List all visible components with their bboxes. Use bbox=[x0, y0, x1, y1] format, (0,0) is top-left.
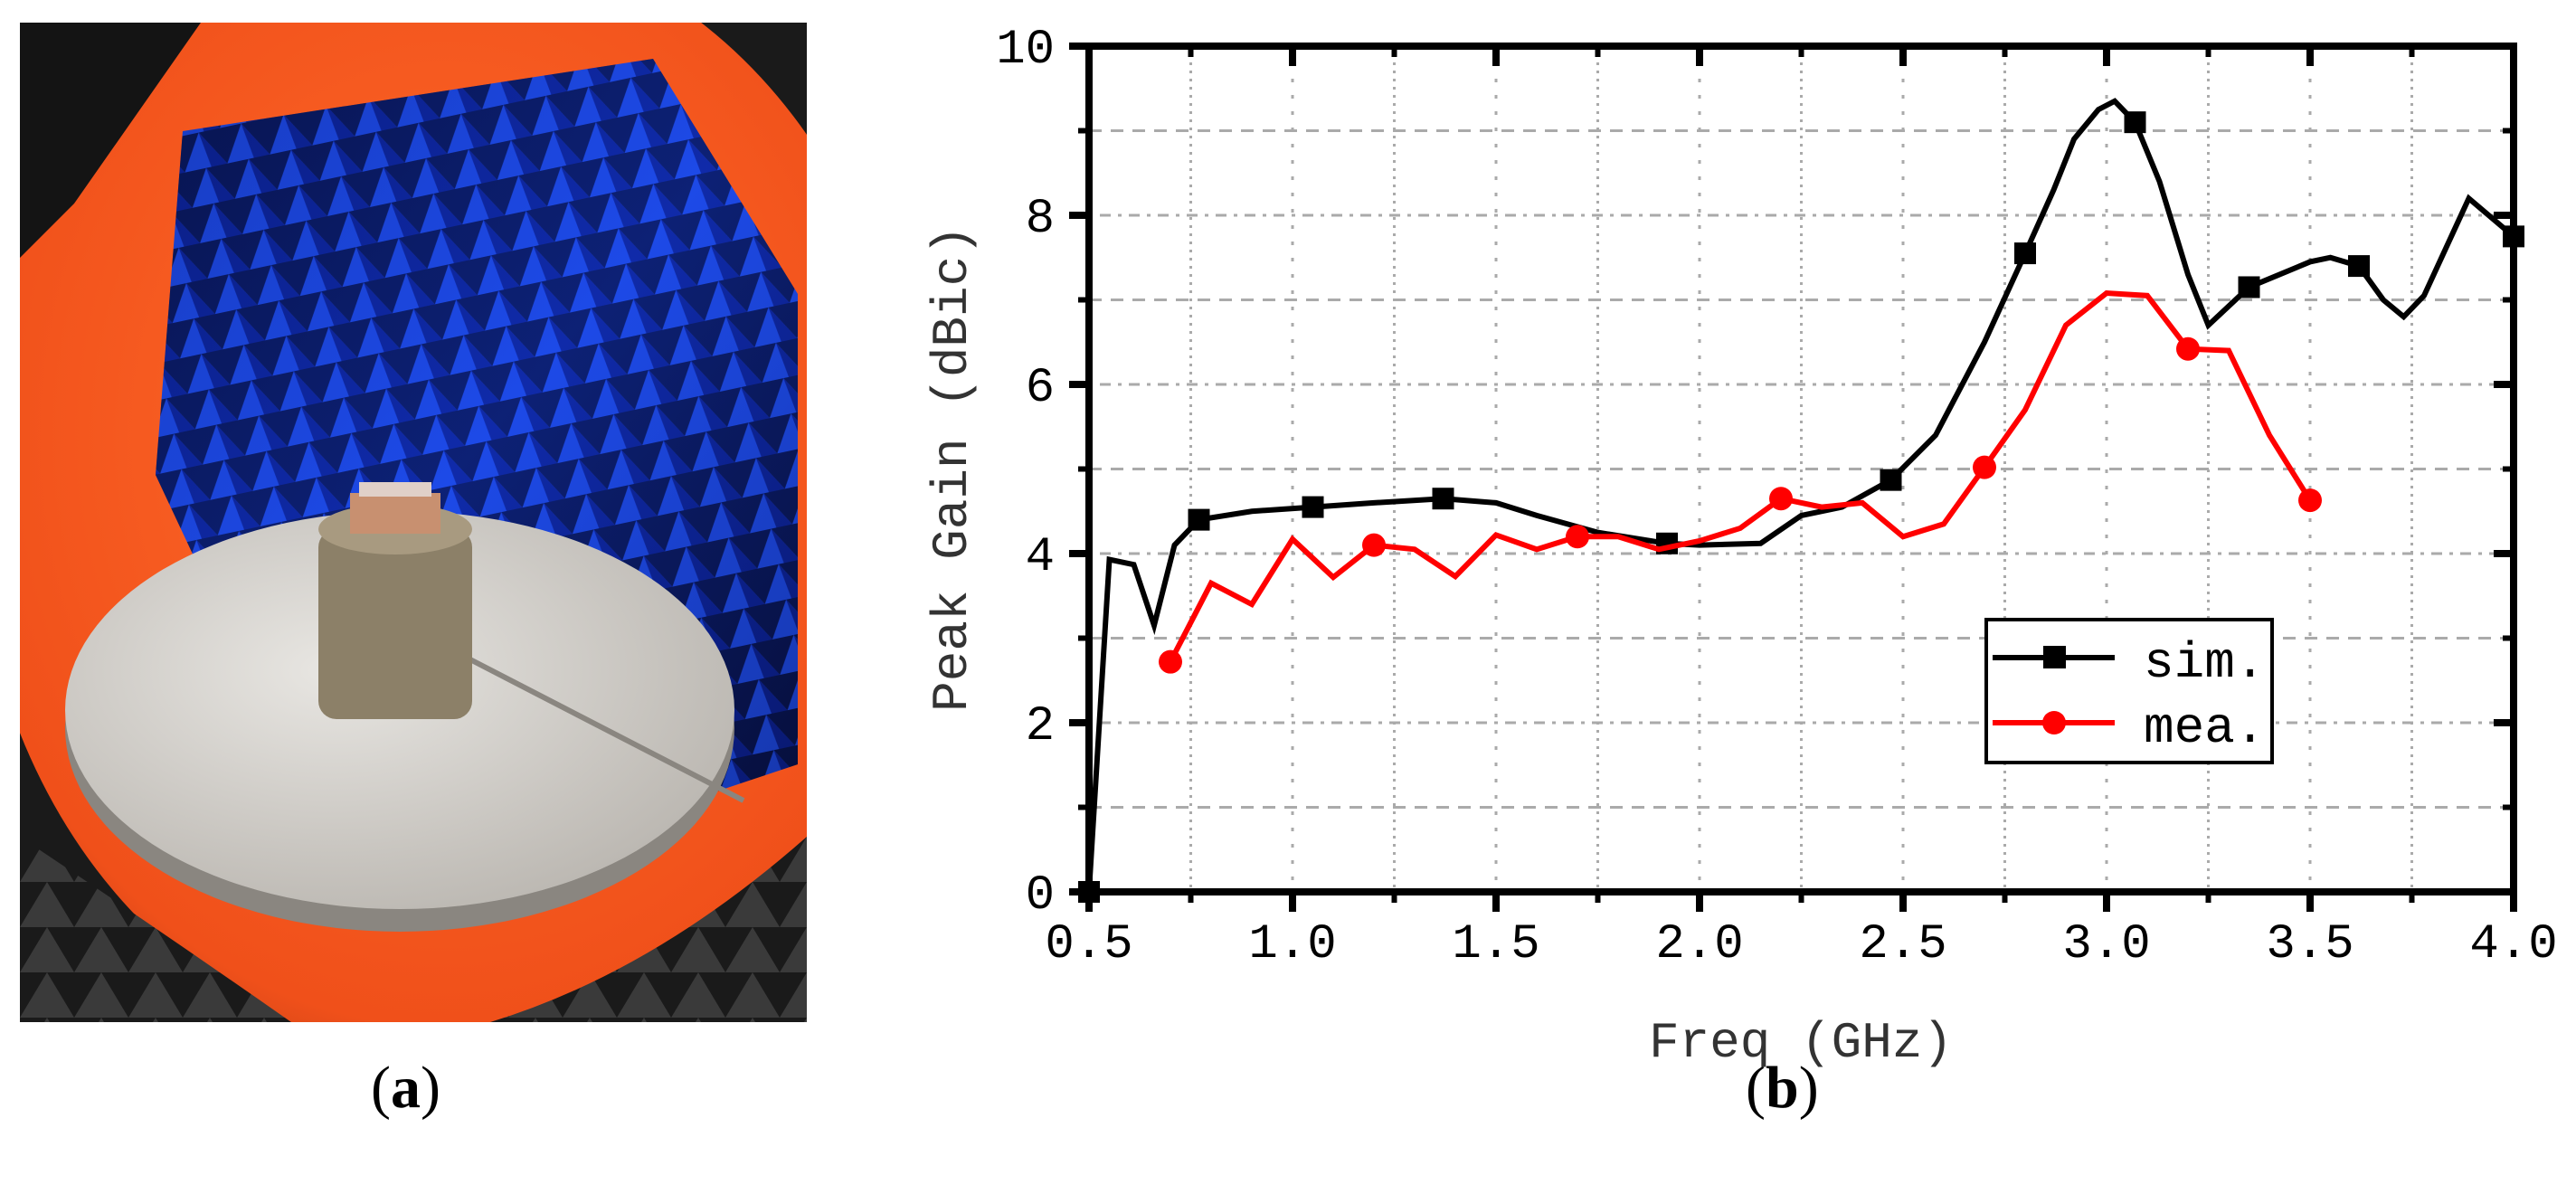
paren-open: ( bbox=[371, 1055, 391, 1121]
data-point-sim bbox=[2348, 255, 2370, 278]
data-point-mea bbox=[2176, 336, 2200, 361]
data-point-sim bbox=[2014, 242, 2036, 265]
legend: sim. mea. bbox=[1984, 618, 2274, 764]
x-tick-label: 2.0 bbox=[1655, 917, 1743, 972]
data-point-sim bbox=[1302, 496, 1324, 518]
y-tick-label: 4 bbox=[1026, 530, 1055, 585]
y-tick-label: 10 bbox=[996, 23, 1055, 78]
data-point-mea bbox=[1973, 455, 1996, 479]
legend-mea-marker bbox=[2042, 711, 2066, 734]
legend-box bbox=[1984, 618, 2274, 764]
x-tick-label: 0.5 bbox=[1045, 917, 1132, 972]
series-line-mea bbox=[1168, 289, 2313, 664]
x-tick-label: 1.5 bbox=[1452, 917, 1539, 972]
antenna-chamber-photo bbox=[20, 23, 807, 1022]
y-tick-label: 2 bbox=[1026, 699, 1055, 754]
x-tick-label: 3.5 bbox=[2266, 917, 2353, 972]
panel-label-b: (b) bbox=[1746, 1054, 1819, 1123]
data-point-mea bbox=[1362, 533, 1386, 557]
panel-a-letter: a bbox=[390, 1055, 421, 1121]
legend-sim-marker bbox=[2043, 646, 2066, 668]
data-point-mea bbox=[1566, 525, 1589, 549]
x-tick-label: 4.0 bbox=[2469, 917, 2557, 972]
y-tick-label: 6 bbox=[1026, 361, 1055, 416]
data-point-sim bbox=[1432, 488, 1454, 510]
paren-close: ) bbox=[1798, 1055, 1819, 1121]
y-tick-label: 8 bbox=[1026, 192, 1055, 247]
data-point-mea bbox=[1159, 649, 1182, 674]
data-point-sim bbox=[1880, 469, 1902, 491]
x-tick-label: 1.0 bbox=[1248, 917, 1336, 972]
y-axis-label: Peak Gain (dBic) bbox=[923, 225, 981, 712]
panel-label-a: (a) bbox=[371, 1054, 440, 1123]
data-point-mea bbox=[1769, 487, 1793, 511]
y-tick-label: 0 bbox=[1026, 868, 1055, 924]
data-point-sim bbox=[2124, 111, 2146, 134]
legend-mea-label: mea. bbox=[2144, 699, 2265, 757]
axis-ticks: 0.5 1.0 1.5 2.0 2.5 3.0 3.5 4.0 0 2 4 6 8 10 bbox=[996, 23, 2557, 972]
panel-b-letter: b bbox=[1765, 1055, 1799, 1121]
paren-close: ) bbox=[420, 1055, 440, 1121]
x-tick-label: 3.0 bbox=[2062, 917, 2150, 972]
series-layer bbox=[1078, 98, 2524, 903]
grid-lines bbox=[1089, 46, 2514, 892]
x-tick-label: 2.5 bbox=[1859, 917, 1946, 972]
x-axis-label: Freq (GHz) bbox=[1649, 1014, 1953, 1072]
legend-sim-label: sim. bbox=[2144, 634, 2265, 692]
data-point-sim bbox=[2238, 276, 2260, 298]
data-point-sim bbox=[1188, 508, 1210, 531]
paren-open: ( bbox=[1746, 1055, 1766, 1121]
series-line-sim bbox=[1086, 98, 2515, 893]
data-point-mea bbox=[2298, 488, 2322, 513]
